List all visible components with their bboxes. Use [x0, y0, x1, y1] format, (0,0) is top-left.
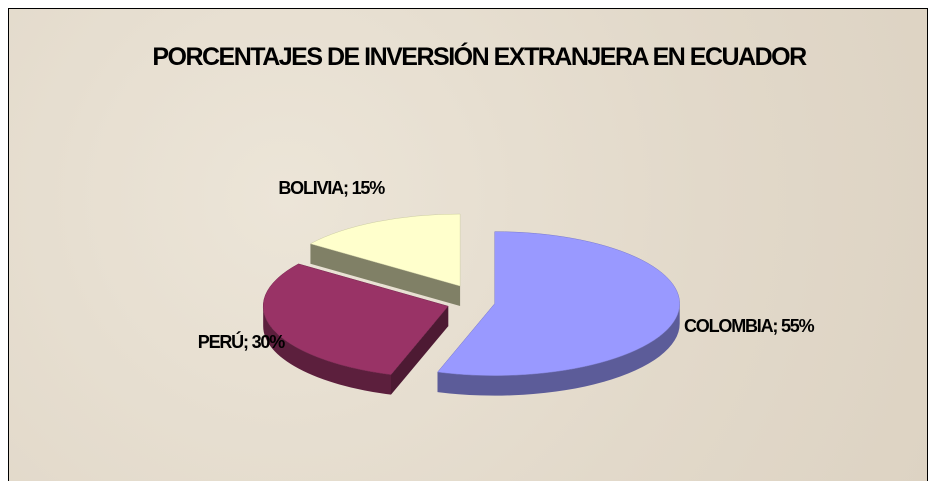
- pie-slice: [437, 231, 680, 376]
- chart: COLOMBIA; 55% PERÚ; 30% BOLIVIA; 15%: [198, 178, 816, 396]
- data-label: BOLIVIA; 15%: [278, 178, 385, 198]
- data-label: COLOMBIA; 55%: [684, 316, 815, 336]
- chart-title: PORCENTAJES DE INVERSIÓN EXTRANJERA EN E…: [152, 43, 807, 71]
- pie-slice: [309, 213, 461, 287]
- slice-side: [437, 303, 680, 396]
- pie-slice: [262, 263, 449, 375]
- slice-wall: [310, 243, 461, 307]
- data-label: PERÚ; 30%: [198, 331, 285, 352]
- slice-side: [263, 306, 392, 395]
- chart-area: PORCENTAJES DE INVERSIÓN EXTRANJERA EN E…: [8, 8, 928, 481]
- slice-wall: [391, 306, 449, 395]
